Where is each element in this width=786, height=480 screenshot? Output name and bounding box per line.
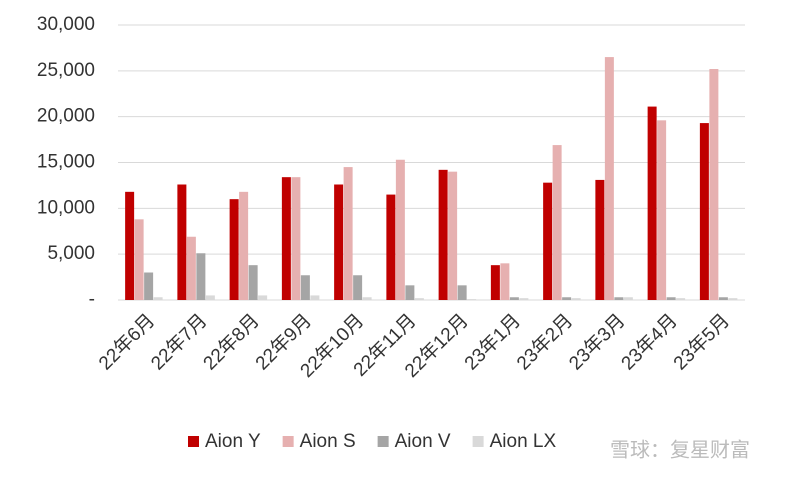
bar	[509, 297, 519, 300]
y-tick-label: -	[89, 289, 95, 310]
bar	[500, 263, 510, 300]
bar	[699, 123, 709, 300]
bar	[562, 297, 572, 300]
legend-swatch	[472, 436, 484, 447]
bar	[291, 177, 301, 300]
bar	[353, 275, 363, 300]
bar	[595, 179, 605, 300]
x-tick-label: 22年7月	[147, 310, 212, 375]
x-tick-label: 23年1月	[460, 310, 525, 375]
bar	[666, 297, 676, 300]
bar	[186, 236, 196, 300]
bar	[386, 194, 396, 300]
bar	[414, 298, 424, 300]
bar	[177, 184, 187, 300]
bar	[281, 177, 291, 300]
x-tick-label: 22年6月	[94, 310, 159, 375]
bar	[623, 297, 633, 300]
legend-swatch	[282, 436, 294, 447]
bar	[239, 191, 249, 300]
bar	[205, 295, 215, 300]
x-tick-label: 23年2月	[512, 310, 577, 375]
bar	[490, 265, 500, 300]
bar	[604, 57, 614, 301]
bar	[467, 299, 477, 300]
legend-swatch	[188, 436, 199, 447]
bar	[343, 167, 353, 300]
bar	[134, 219, 144, 300]
legend-label: Aion Y	[205, 431, 261, 452]
bar	[614, 297, 624, 300]
bar	[676, 298, 686, 300]
bar	[657, 120, 667, 300]
y-tick-label: 20,000	[37, 106, 95, 127]
bar	[300, 275, 310, 300]
x-tick-label: 23年3月	[565, 310, 630, 375]
legend-swatch	[377, 436, 389, 447]
y-tick-label: 10,000	[37, 197, 95, 218]
legend-label: Aion LX	[490, 431, 557, 452]
bar	[571, 298, 581, 300]
x-tick-label: 23年5月	[669, 310, 734, 375]
watermark: 雪球：复星财富	[610, 438, 750, 461]
bar	[248, 265, 258, 300]
x-tick-label: 22年8月	[199, 310, 264, 375]
bar	[258, 295, 268, 300]
bar	[229, 199, 239, 300]
bar	[457, 285, 467, 300]
bar	[519, 298, 529, 300]
bar	[395, 159, 405, 300]
bar	[728, 298, 738, 300]
y-tick-label: 15,000	[37, 152, 95, 173]
bar	[334, 184, 344, 300]
bar	[718, 297, 728, 300]
bar	[647, 106, 657, 300]
bar	[153, 297, 163, 300]
y-tick-label: 25,000	[37, 60, 95, 81]
bar	[144, 272, 154, 300]
legend-label: Aion S	[300, 431, 356, 452]
bar	[196, 253, 206, 300]
bar	[125, 191, 135, 300]
bar	[552, 145, 562, 300]
x-tick-label: 23年4月	[617, 310, 682, 375]
bar	[438, 169, 448, 300]
bar	[405, 285, 415, 300]
y-tick-label: 30,000	[37, 14, 95, 35]
bar	[448, 171, 458, 300]
legend-label: Aion V	[395, 431, 451, 452]
y-tick-label: 5,000	[47, 243, 95, 264]
bar	[709, 69, 719, 300]
bar	[362, 297, 372, 300]
bar	[543, 182, 553, 300]
bar	[310, 295, 320, 300]
